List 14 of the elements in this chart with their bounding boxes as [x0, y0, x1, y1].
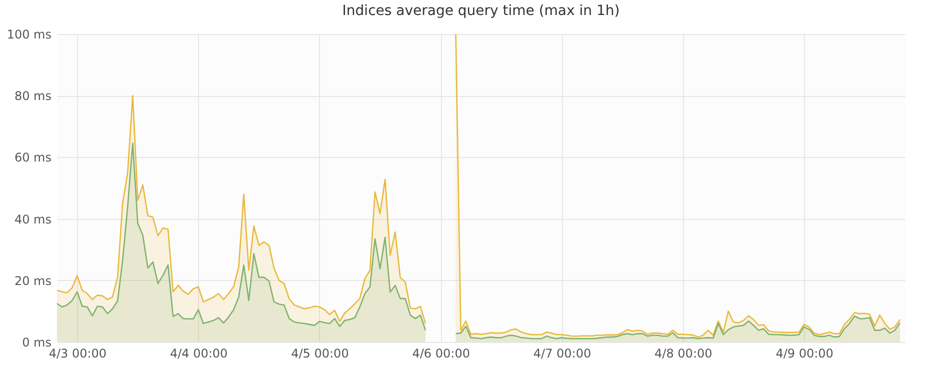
chart-title: Indices average query time (max in 1h) [342, 3, 620, 19]
y-tick-label: 80 ms [14, 89, 52, 104]
x-tick-label: 4/9 00:00 [776, 346, 834, 360]
x-tick-label: 4/3 00:00 [48, 346, 107, 360]
y-tick-label: 60 ms [14, 150, 52, 165]
y-tick-label: 100 ms [6, 28, 52, 42]
x-tick-label: 4/7 00:00 [533, 346, 592, 360]
x-tick-label: 4/5 00:00 [291, 346, 349, 360]
y-tick-label: 20 ms [14, 274, 52, 288]
x-tick-label: 4/6 00:00 [412, 346, 470, 360]
y-tick-label: 0 ms [22, 336, 52, 350]
x-tick-label: 4/4 00:00 [170, 346, 228, 360]
x-tick-label: 4/8 00:00 [654, 346, 712, 360]
y-tick-label: 40 ms [14, 212, 52, 226]
